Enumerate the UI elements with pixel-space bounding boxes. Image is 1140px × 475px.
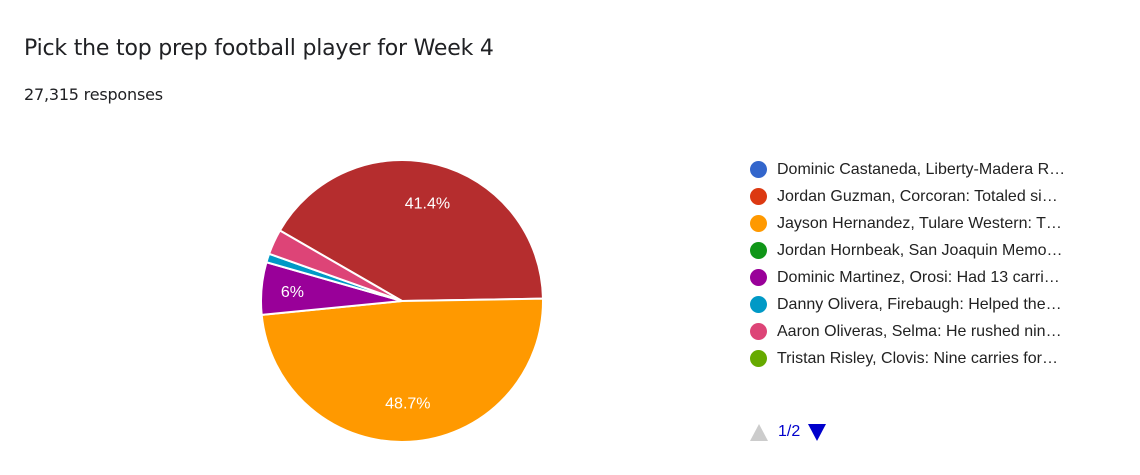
pie-chart[interactable]: 41.4% 48.7% 6%: [0, 0, 700, 475]
legend-item[interactable]: Aaron Oliveras, Selma: He rushed nin…: [750, 318, 1065, 345]
legend-color-dot-icon: [750, 350, 767, 367]
legend-pager: 1/2: [750, 423, 827, 441]
legend-color-dot-icon: [750, 161, 767, 178]
slice-percent-label: 48.7%: [385, 395, 430, 412]
legend-color-dot-icon: [750, 296, 767, 313]
legend-label: Aaron Oliveras, Selma: He rushed nin…: [777, 322, 1062, 340]
triangle-down-icon[interactable]: [808, 423, 827, 441]
slice-percent-label: 41.4%: [405, 196, 450, 213]
legend-item[interactable]: Dominic Castaneda, Liberty-Madera R…: [750, 156, 1065, 183]
legend-color-dot-icon: [750, 215, 767, 232]
legend-item[interactable]: Jordan Guzman, Corcoran: Totaled si…: [750, 183, 1065, 210]
legend-color-dot-icon: [750, 188, 767, 205]
legend-label: Jordan Guzman, Corcoran: Totaled si…: [777, 187, 1058, 205]
legend-label: Jayson Hernandez, Tulare Western: T…: [777, 214, 1062, 232]
legend-color-dot-icon: [750, 242, 767, 259]
legend-label: Dominic Martinez, Orosi: Had 13 carri…: [777, 268, 1060, 286]
legend-label: Dominic Castaneda, Liberty-Madera R…: [777, 160, 1066, 178]
pie-slice[interactable]: [278, 159, 544, 303]
legend-label: Danny Olivera, Firebaugh: Helped the…: [777, 295, 1062, 313]
legend-color-dot-icon: [750, 323, 767, 340]
legend-item[interactable]: Jordan Hornbeak, San Joaquin Memo…: [750, 237, 1065, 264]
pie-slice[interactable]: [260, 297, 544, 443]
legend-label: Jordan Hornbeak, San Joaquin Memo…: [777, 241, 1063, 259]
slice-percent-label: 6%: [281, 284, 304, 301]
page-indicator: 1/2: [778, 423, 801, 440]
legend-item[interactable]: Tristan Risley, Clovis: Nine carries for…: [750, 345, 1065, 372]
legend-item[interactable]: Danny Olivera, Firebaugh: Helped the…: [750, 291, 1065, 318]
chart-title: Pick the top prep football player for We…: [24, 36, 494, 61]
legend-item[interactable]: Jayson Hernandez, Tulare Western: T…: [750, 210, 1065, 237]
legend-item[interactable]: Dominic Martinez, Orosi: Had 13 carri…: [750, 264, 1065, 291]
response-count: 27,315 responses: [24, 85, 163, 104]
legend: Dominic Castaneda, Liberty-Madera R… Jord…: [750, 156, 1065, 372]
legend-color-dot-icon: [750, 269, 767, 286]
legend-label: Tristan Risley, Clovis: Nine carries for…: [777, 349, 1058, 367]
pie-slice[interactable]: [267, 229, 403, 302]
triangle-up-icon[interactable]: [750, 423, 768, 441]
